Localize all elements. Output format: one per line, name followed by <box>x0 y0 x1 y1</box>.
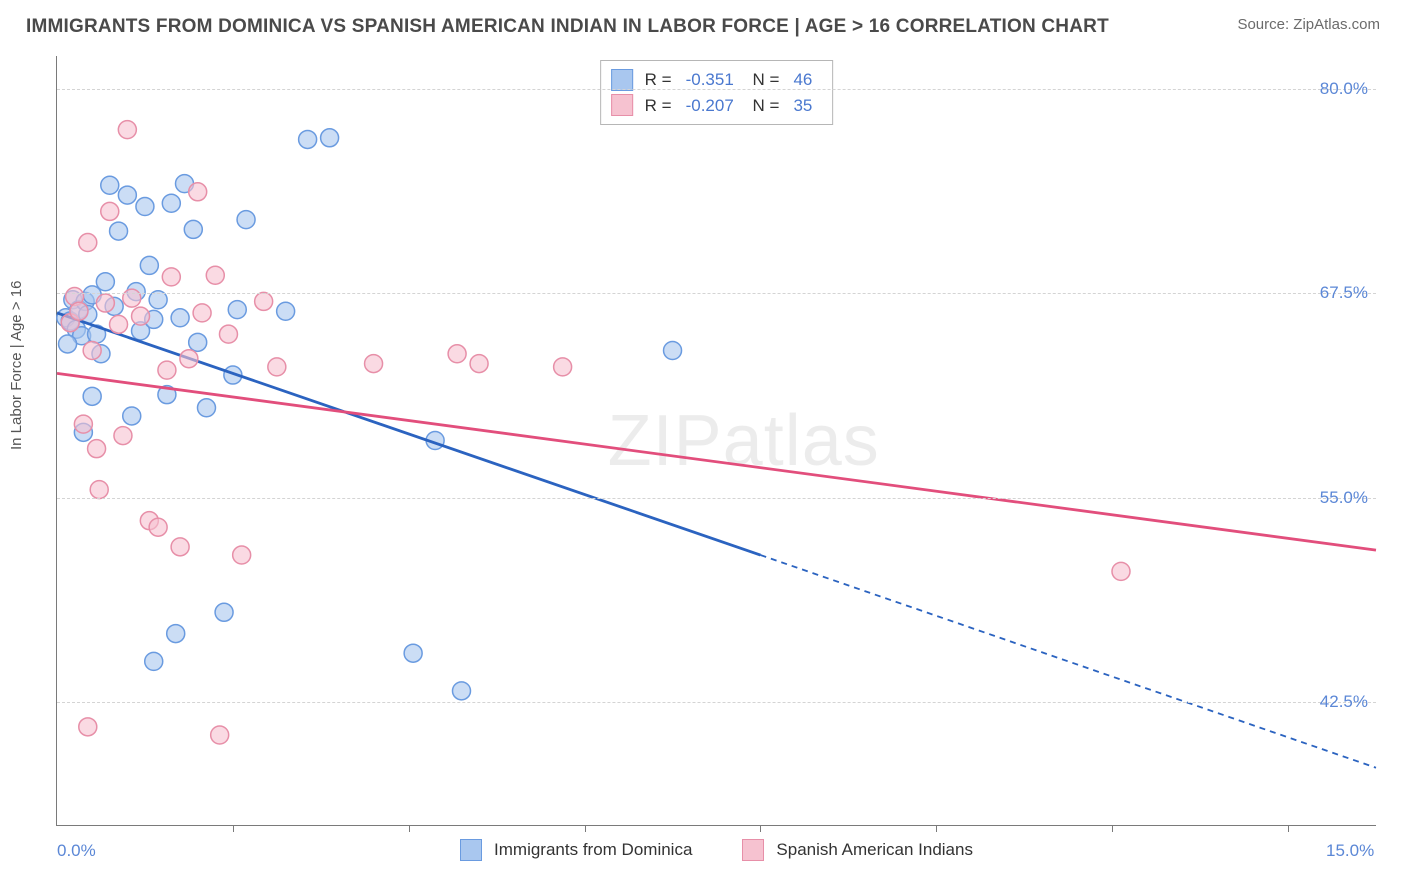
scatter-point <box>162 194 180 212</box>
source-label: Source: ZipAtlas.com <box>1237 16 1380 33</box>
scatter-point <box>1112 562 1130 580</box>
scatter-point <box>83 387 101 405</box>
y-tick-label: 80.0% <box>1320 79 1368 99</box>
scatter-point <box>299 130 317 148</box>
scatter-point <box>255 292 273 310</box>
scatter-point <box>101 202 119 220</box>
x-tick <box>760 825 761 832</box>
scatter-point <box>365 355 383 373</box>
scatter-point <box>452 682 470 700</box>
chart-title: IMMIGRANTS FROM DOMINICA VS SPANISH AMER… <box>26 16 1109 38</box>
legend-swatch-1 <box>742 839 764 861</box>
scatter-point <box>171 538 189 556</box>
gridline-h <box>57 89 1376 90</box>
scatter-point <box>110 315 128 333</box>
legend-item-1: Spanish American Indians <box>742 839 973 861</box>
gridline-h <box>57 293 1376 294</box>
scatter-point <box>88 440 106 458</box>
scatter-point <box>83 342 101 360</box>
scatter-point <box>123 289 141 307</box>
x-tick <box>585 825 586 832</box>
x-tick <box>233 825 234 832</box>
scatter-point <box>149 518 167 536</box>
scatter-point <box>162 268 180 286</box>
scatter-point <box>277 302 295 320</box>
scatter-point <box>101 176 119 194</box>
legend-item-0: Immigrants from Dominica <box>460 839 692 861</box>
scatter-point <box>470 355 488 373</box>
scatter-point <box>79 718 97 736</box>
x-tick <box>1288 825 1289 832</box>
x-tick-label: 0.0% <box>57 841 96 861</box>
scatter-point <box>268 358 286 376</box>
scatter-point <box>158 361 176 379</box>
scatter-point <box>96 273 114 291</box>
scatter-point <box>118 186 136 204</box>
scatter-point <box>237 211 255 229</box>
bottom-legend: Immigrants from Dominica Spanish America… <box>57 839 1376 861</box>
scatter-point <box>206 266 224 284</box>
scatter-point <box>145 652 163 670</box>
stat-n-label: N = <box>748 93 780 119</box>
stat-r-value-1: -0.207 <box>686 93 734 119</box>
stat-n-value-1: 35 <box>793 93 812 119</box>
scatter-point <box>140 256 158 274</box>
x-tick <box>409 825 410 832</box>
scatter-point <box>215 603 233 621</box>
scatter-svg <box>57 56 1376 825</box>
scatter-point <box>123 407 141 425</box>
x-tick <box>936 825 937 832</box>
scatter-point <box>448 345 466 363</box>
x-tick-label: 15.0% <box>1326 841 1374 861</box>
y-tick-label: 42.5% <box>1320 692 1368 712</box>
scatter-point <box>228 301 246 319</box>
scatter-point <box>110 222 128 240</box>
scatter-point <box>664 342 682 360</box>
scatter-point <box>233 546 251 564</box>
scatter-point <box>184 220 202 238</box>
scatter-point <box>132 307 150 325</box>
scatter-point <box>189 183 207 201</box>
legend-swatch-0 <box>460 839 482 861</box>
y-tick-label: 67.5% <box>1320 283 1368 303</box>
stats-row-series-1: R = -0.207 N = 35 <box>611 93 819 119</box>
scatter-point <box>59 335 77 353</box>
gridline-h <box>57 498 1376 499</box>
legend-label-1: Spanish American Indians <box>776 840 973 860</box>
scatter-point <box>167 625 185 643</box>
trend-line <box>57 373 1376 550</box>
scatter-point <box>136 198 154 216</box>
y-axis-label: In Labor Force | Age > 16 <box>8 281 25 450</box>
scatter-point <box>211 726 229 744</box>
scatter-point <box>554 358 572 376</box>
swatch-series-1 <box>611 94 633 116</box>
legend-label-0: Immigrants from Dominica <box>494 840 692 860</box>
scatter-point <box>180 350 198 368</box>
gridline-h <box>57 702 1376 703</box>
y-tick-label: 55.0% <box>1320 488 1368 508</box>
stats-legend-box: R = -0.351 N = 46 R = -0.207 N = 35 <box>600 60 834 125</box>
scatter-point <box>404 644 422 662</box>
scatter-point <box>189 333 207 351</box>
scatter-point <box>79 234 97 252</box>
swatch-series-0 <box>611 69 633 91</box>
trend-line-dashed <box>760 555 1376 768</box>
scatter-point <box>96 294 114 312</box>
scatter-point <box>90 481 108 499</box>
scatter-point <box>197 399 215 417</box>
stat-r-label: R = <box>645 93 672 119</box>
scatter-point <box>74 415 92 433</box>
x-tick <box>1112 825 1113 832</box>
scatter-point <box>219 325 237 343</box>
scatter-point <box>193 304 211 322</box>
scatter-point <box>118 121 136 139</box>
scatter-point <box>114 427 132 445</box>
chart-plot-area: ZIPatlas R = -0.351 N = 46 R = -0.207 N … <box>56 56 1376 826</box>
scatter-point <box>70 302 88 320</box>
scatter-point <box>171 309 189 327</box>
scatter-point <box>321 129 339 147</box>
